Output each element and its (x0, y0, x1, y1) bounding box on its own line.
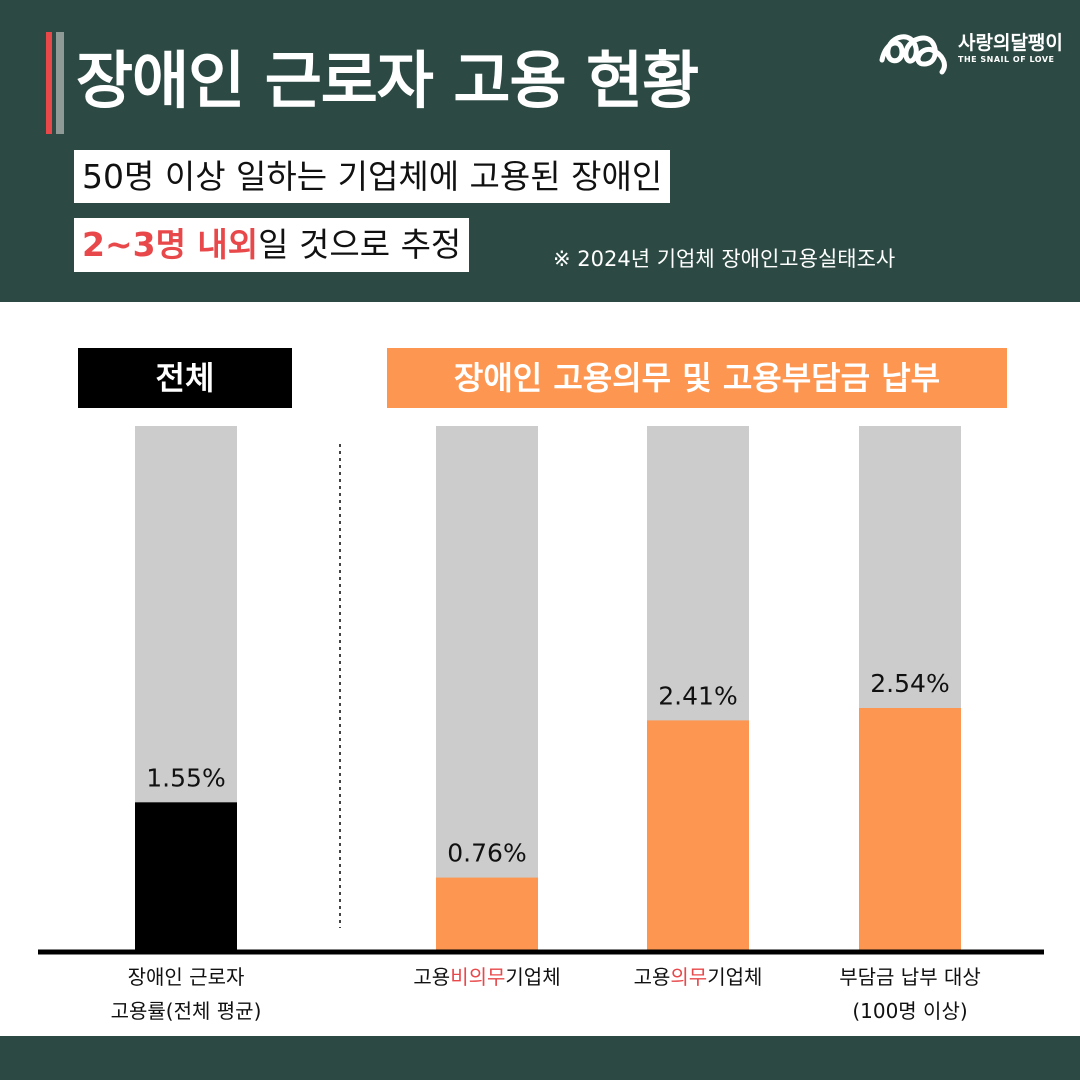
page-title: 장애인 근로자 고용 현황 (76, 44, 699, 117)
snail-logo-icon (879, 34, 947, 75)
subtitle-line-1: 50명 이상 일하는 기업체에 고용된 장애인 (74, 150, 671, 203)
category-label-levy-line2: (100명 이상) (852, 999, 968, 1023)
category-label-non-obligated-pre: 고용 (413, 965, 451, 989)
category-label-non-obligated: 고용비의무기업체 (387, 960, 587, 994)
bar-3 (859, 708, 961, 950)
bar-track-1 (436, 426, 538, 950)
data-label-2: 2.41% (658, 681, 737, 710)
title-accent-shadow (56, 32, 64, 134)
footer-band (0, 1036, 1080, 1080)
data-label-3: 2.54% (870, 669, 949, 698)
group-label-total: 전체 (78, 348, 292, 408)
subtitle-line-2: 2~3명 내외일 것으로 추정 (74, 218, 470, 272)
category-label-obligated: 고용의무기업체 (598, 960, 798, 994)
category-label-non-obligated-red: 비의무 (450, 965, 506, 989)
category-label-obligated-post: 기업체 (707, 965, 763, 989)
logo-name: 사랑의달팽이 (958, 32, 1063, 54)
data-label-1: 0.76% (447, 839, 526, 868)
data-label-0: 1.55% (146, 763, 225, 792)
category-label-total-line1: 장애인 근로자 (127, 965, 245, 989)
category-label-levy: 부담금 납부 대상 (100명 이상) (810, 960, 1010, 1028)
category-label-non-obligated-post: 기업체 (505, 965, 561, 989)
category-label-levy-line1: 부담금 납부 대상 (839, 965, 981, 989)
group-label-obligated: 장애인 고용의무 및 고용부담금 납부 (387, 348, 1007, 408)
bar-0 (135, 802, 237, 950)
source-note: ※ 2024년 기업체 장애인고용실태조사 (553, 247, 896, 271)
bar-1 (436, 877, 538, 950)
category-label-obligated-pre: 고용 (633, 965, 671, 989)
category-label-obligated-red: 의무 (670, 965, 708, 989)
subtitle-highlight: 2~3명 내외 (82, 225, 259, 264)
logo-tagline: THE SNAIL OF LOVE (958, 55, 1055, 64)
category-label-total: 장애인 근로자 고용률(전체 평균) (86, 960, 286, 1028)
category-label-total-line2: 고용률(전체 평균) (110, 999, 262, 1023)
title-accent-bar (46, 32, 52, 134)
bar-2 (647, 720, 749, 950)
subtitle-rest: 일 것으로 추정 (258, 225, 462, 264)
